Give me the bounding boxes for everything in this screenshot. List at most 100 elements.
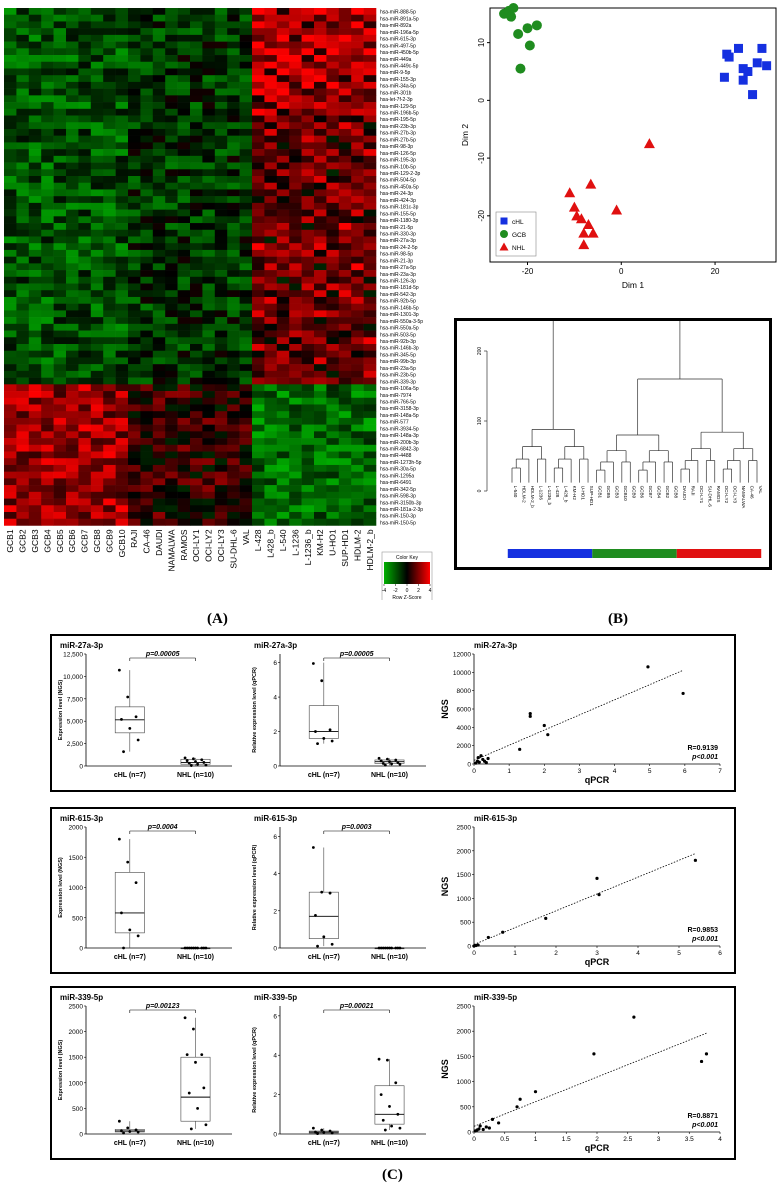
heatmap-cell [363, 471, 377, 479]
boxplot-box [180, 758, 211, 765]
heatmap-cell [66, 196, 79, 204]
heatmap-cell [338, 142, 352, 150]
heatmap-cell [264, 55, 278, 63]
heatmap-cell [338, 223, 352, 231]
heatmap-cell [301, 196, 315, 204]
heatmap-cell [103, 344, 116, 352]
heatmap-cell [128, 444, 141, 452]
heatmap-cell [177, 344, 191, 352]
pca-legend-label: NHL [512, 245, 525, 252]
heatmap-cell [4, 357, 17, 365]
heatmap-cell [4, 243, 17, 251]
heatmap-cell [363, 21, 377, 29]
heatmap-cell [140, 276, 154, 284]
heatmap-cell [351, 424, 364, 432]
heatmap-cell [16, 41, 30, 49]
heatmap-cell [338, 458, 352, 466]
heatmap-cell [190, 34, 203, 42]
boxplot-point [183, 756, 187, 760]
dendrogram-leaf-label: GCB3 [614, 486, 619, 499]
color-key-tick-label: 0 [406, 588, 409, 594]
heatmap-cell [140, 377, 154, 385]
correlation-y-tick-label: 0 [467, 762, 471, 769]
heatmap-cell [338, 88, 352, 96]
heatmap-cell [16, 182, 30, 190]
heatmap-cell [276, 61, 290, 69]
heatmap-cell [103, 209, 116, 217]
heatmap-cell [338, 41, 352, 49]
heatmap-cell [53, 61, 67, 69]
heatmap-cell [252, 485, 265, 493]
correlation-x-axis-label: qPCR [585, 957, 610, 967]
heatmap-cell [276, 68, 290, 76]
heatmap-cell [66, 142, 79, 150]
heatmap-cell [190, 189, 203, 197]
heatmap-cell [103, 21, 116, 29]
heatmap-cell [264, 223, 278, 231]
boxplot-y-axis-label: Relative expression level (qPCR) [252, 845, 258, 931]
heatmap-cell [90, 323, 104, 331]
heatmap-cell [314, 61, 327, 69]
heatmap-cell [276, 176, 290, 184]
heatmap-cell [41, 317, 54, 325]
boxplot-y-tick-label: 6 [273, 1013, 277, 1020]
heatmap-cell [227, 391, 240, 399]
heatmap-cell [301, 317, 315, 325]
heatmap-cell [314, 81, 327, 89]
heatmap-cell [202, 236, 216, 244]
heatmap-cell [165, 518, 178, 526]
heatmap-cell [28, 48, 42, 56]
heatmap-cell [190, 290, 203, 298]
heatmap-cell [289, 411, 302, 419]
heatmap-cell [78, 209, 92, 217]
heatmap-cell [351, 377, 364, 385]
heatmap-cell [53, 364, 67, 372]
heatmap-cell [128, 464, 141, 472]
heatmap-cell [66, 276, 79, 284]
heatmap-cell [338, 310, 352, 318]
pca-point-square [738, 64, 748, 74]
correlation-trendline [473, 853, 696, 945]
heatmap-cell [28, 391, 42, 399]
heatmap-cell [314, 451, 327, 459]
heatmap-cell [227, 512, 240, 520]
dendrogram-leaf-label: KM-H2 [572, 486, 577, 501]
boxplot-point [316, 1132, 319, 1136]
heatmap-cell [227, 122, 240, 130]
heatmap-cell [289, 169, 302, 177]
heatmap-cell [363, 444, 377, 452]
heatmap-cell [214, 189, 228, 197]
heatmap-cell [41, 377, 54, 385]
heatmap-cell [165, 55, 178, 63]
correlation-point [478, 1124, 482, 1128]
heatmap-cell [78, 68, 92, 76]
heatmap-cell [227, 485, 240, 493]
heatmap-cell [363, 68, 377, 76]
heatmap-cell [28, 102, 42, 110]
heatmap-cell [78, 317, 92, 325]
heatmap-cell [227, 431, 240, 439]
boxplot-y-tick-label: 0 [273, 946, 277, 953]
heatmap-cell [289, 149, 302, 157]
heatmap-cell [338, 283, 352, 291]
heatmap-cell [338, 81, 352, 89]
boxplot-category-label: NHL (n=10) [371, 772, 408, 779]
heatmap-cell [264, 249, 278, 257]
heatmap-cell [28, 458, 42, 466]
heatmap-cell [264, 102, 278, 110]
heatmap-cell [314, 404, 327, 412]
heatmap-cell [128, 162, 141, 170]
heatmap-cell [41, 424, 54, 432]
heatmap-cell [326, 68, 340, 76]
heatmap-cell [351, 337, 364, 345]
heatmap-cell [338, 149, 352, 157]
heatmap-cell [4, 209, 17, 217]
heatmap-cell [338, 189, 352, 197]
heatmap-cell [289, 464, 302, 472]
heatmap-cell [152, 491, 166, 499]
heatmap-cell [239, 88, 253, 96]
heatmap-cell [301, 303, 315, 311]
heatmap-cell [177, 330, 191, 338]
heatmap-cell [227, 55, 240, 63]
correlation-x-tick-label: 5 [677, 950, 681, 957]
